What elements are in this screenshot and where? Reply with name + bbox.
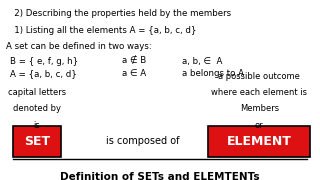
Text: Members: Members xyxy=(240,104,279,113)
Text: a possible outcome: a possible outcome xyxy=(218,72,300,81)
Text: ELEMENT: ELEMENT xyxy=(227,135,292,148)
Text: A = {a, b, c, d}: A = {a, b, c, d} xyxy=(10,69,76,78)
Text: denoted by: denoted by xyxy=(13,104,61,113)
FancyBboxPatch shape xyxy=(208,126,310,157)
Text: 1) Listing all the elements A = {a, b, c, d}: 1) Listing all the elements A = {a, b, c… xyxy=(6,26,197,35)
Text: a, b, ∈  A: a, b, ∈ A xyxy=(182,57,223,66)
Text: 2) Describing the properties held by the members: 2) Describing the properties held by the… xyxy=(6,9,232,18)
Text: Definition of SETs and ELEMTENTs: Definition of SETs and ELEMTENTs xyxy=(60,172,260,180)
FancyBboxPatch shape xyxy=(13,126,61,157)
Text: capital letters: capital letters xyxy=(8,88,66,97)
Text: A set can be defined in two ways:: A set can be defined in two ways: xyxy=(6,42,152,51)
Text: a ∉ B: a ∉ B xyxy=(122,57,146,66)
Text: a belongs to A: a belongs to A xyxy=(182,69,244,78)
Text: or: or xyxy=(255,121,263,130)
Text: SET: SET xyxy=(24,135,50,148)
Text: is composed of: is composed of xyxy=(106,136,179,146)
Text: where each element is: where each element is xyxy=(211,88,307,97)
Text: B = { e, f, g, h}: B = { e, f, g, h} xyxy=(10,57,78,66)
Text: a ∈ A: a ∈ A xyxy=(122,69,146,78)
Text: is: is xyxy=(33,121,40,130)
